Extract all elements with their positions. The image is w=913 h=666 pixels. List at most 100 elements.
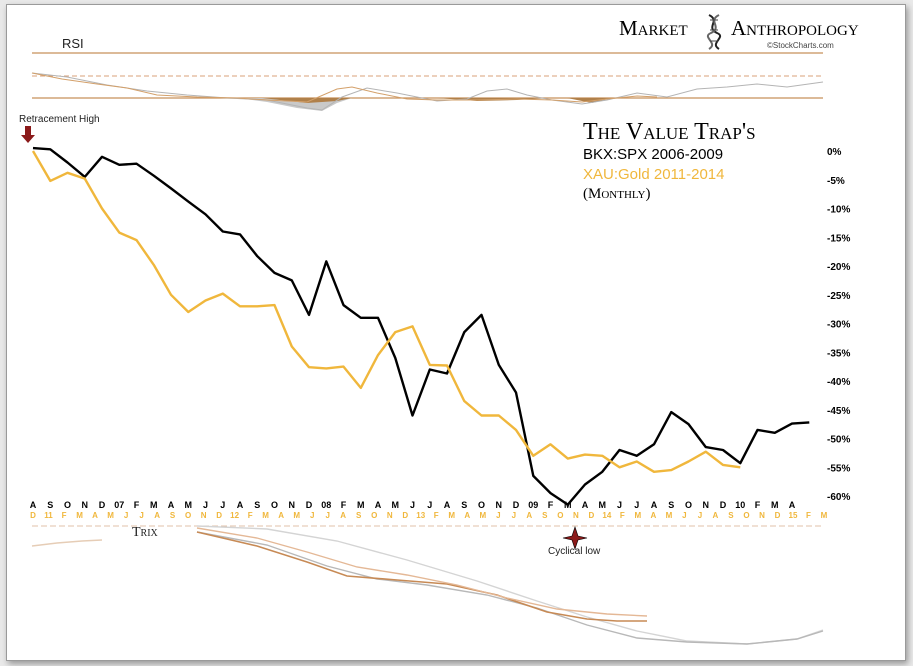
y-tick-label: -60% bbox=[827, 492, 850, 503]
x-tick-label-bottom: A bbox=[526, 511, 532, 520]
x-tick-label-top: S bbox=[47, 500, 53, 510]
x-tick-label-bottom: D bbox=[216, 511, 222, 520]
x-tick-label-bottom: J bbox=[682, 511, 686, 520]
x-tick-label-top: D bbox=[306, 500, 313, 510]
y-tick-label: -50% bbox=[827, 435, 850, 446]
x-tick-label-bottom: A bbox=[464, 511, 470, 520]
chart-title: The Value Trap's bbox=[583, 119, 756, 145]
x-tick-label-bottom: J bbox=[512, 511, 516, 520]
trix-left-line bbox=[31, 539, 103, 547]
x-tick-label-bottom: D bbox=[588, 511, 594, 520]
x-tick-label-bottom: M bbox=[666, 511, 673, 520]
x-tick-label-top: J bbox=[634, 500, 639, 510]
x-tick-label-top: S bbox=[461, 500, 467, 510]
x-axis-bottom-labels: D 11 F M A M J J A S O N D 12 F M A M J J A S O N D 13 F M A M J J A S O N D… bbox=[30, 511, 828, 520]
x-tick-label-bottom: F bbox=[806, 511, 811, 520]
x-tick-label-bottom: O bbox=[743, 511, 749, 520]
x-tick-label-top: D bbox=[513, 500, 520, 510]
x-tick-label-bottom: D bbox=[775, 511, 781, 520]
y-tick-label: -15% bbox=[827, 233, 850, 244]
rsi-label: RSI bbox=[62, 36, 84, 51]
x-tick-label-bottom: S bbox=[542, 511, 548, 520]
y-tick-label: 0% bbox=[827, 147, 842, 158]
x-tick-label-bottom: N bbox=[573, 511, 579, 520]
x-tick-label-bottom: O bbox=[371, 511, 377, 520]
x-tick-label-bottom: D bbox=[402, 511, 408, 520]
x-tick-label-bottom: N bbox=[387, 511, 393, 520]
rsi-bronze-line bbox=[31, 72, 658, 103]
x-tick-label-bottom: S bbox=[728, 511, 734, 520]
x-tick-label-top: M bbox=[392, 500, 400, 510]
cyclical-low-label: Cyclical low bbox=[548, 546, 601, 557]
x-tick-label-bottom: A bbox=[92, 511, 98, 520]
y-tick-label: -20% bbox=[827, 262, 850, 273]
x-tick-label-top: A bbox=[444, 500, 451, 510]
x-tick-label-bottom: A bbox=[713, 511, 719, 520]
x-tick-label-top: N bbox=[703, 500, 710, 510]
down-arrow-icon bbox=[21, 126, 35, 143]
retracement-marker: Retracement High bbox=[19, 114, 100, 143]
x-tick-label-top: N bbox=[496, 500, 503, 510]
x-axis-top-labels: A S O N D 07 F M A M J J A S O N D 08 F M A M J J A S O N D 09 F M A M J J A… bbox=[30, 500, 796, 510]
y-axis: 0% -5% -10% -15% -20% -25% -30% -35% -40% -45% -50… bbox=[827, 147, 850, 503]
x-tick-label-top: A bbox=[582, 500, 589, 510]
x-tick-label-top: A bbox=[168, 500, 175, 510]
dna-helix-icon bbox=[706, 14, 722, 50]
x-tick-label-bottom: M bbox=[821, 511, 828, 520]
x-tick-label-top: 07 bbox=[114, 500, 124, 510]
x-tick-label-top: D bbox=[720, 500, 727, 510]
x-tick-label-top: A bbox=[651, 500, 658, 510]
trix-panel: Trix Cyclical low bbox=[31, 525, 824, 645]
series-line-xau-gold bbox=[31, 150, 741, 473]
x-tick-label-top: 08 bbox=[321, 500, 331, 510]
brand-name-market: Market bbox=[619, 16, 688, 40]
x-tick-label-bottom: 14 bbox=[602, 511, 611, 520]
x-tick-label-top: D bbox=[99, 500, 106, 510]
x-tick-label-top: A bbox=[30, 500, 37, 510]
x-tick-label-bottom: A bbox=[340, 511, 346, 520]
x-tick-label-top: N bbox=[289, 500, 296, 510]
x-tick-label-top: O bbox=[685, 500, 692, 510]
x-tick-label-bottom: J bbox=[698, 511, 702, 520]
x-tick-label-top: O bbox=[478, 500, 485, 510]
x-tick-label-bottom: M bbox=[293, 511, 300, 520]
series-layer bbox=[31, 146, 810, 506]
trix-gray-dark bbox=[196, 531, 824, 645]
x-tick-label-top: A bbox=[375, 500, 382, 510]
brand-header: Market Anthropology ©StockCharts.com bbox=[619, 14, 859, 50]
x-tick-label-bottom: 12 bbox=[230, 511, 239, 520]
x-tick-label-bottom: M bbox=[107, 511, 114, 520]
x-tick-label-bottom: M bbox=[448, 511, 455, 520]
retracement-high-label: Retracement High bbox=[19, 114, 100, 125]
x-tick-label-top: M bbox=[771, 500, 779, 510]
y-tick-label: -25% bbox=[827, 291, 850, 302]
series-line-bkx-spx bbox=[32, 146, 810, 506]
x-tick-label-bottom: M bbox=[635, 511, 642, 520]
trix-bronze-dark bbox=[196, 531, 647, 622]
y-tick-label: -55% bbox=[827, 463, 850, 474]
x-tick-label-bottom: J bbox=[496, 511, 500, 520]
x-tick-label-bottom: N bbox=[759, 511, 765, 520]
x-tick-label-bottom: F bbox=[62, 511, 67, 520]
rsi-panel: RSI bbox=[31, 36, 824, 111]
x-tick-label-bottom: A bbox=[651, 511, 657, 520]
trix-label: Trix bbox=[132, 525, 159, 540]
x-tick-label-top: A bbox=[237, 500, 244, 510]
trix-bronze-light bbox=[196, 527, 648, 617]
chart-subtitle: (Monthly) bbox=[583, 186, 650, 202]
x-tick-label-bottom: M bbox=[76, 511, 83, 520]
brand-name-anthropology: Anthropology bbox=[731, 16, 859, 40]
x-tick-label-bottom: S bbox=[356, 511, 362, 520]
x-tick-label-top: 10 bbox=[735, 500, 745, 510]
y-tick-label: -5% bbox=[827, 176, 845, 187]
x-tick-label-bottom: O bbox=[185, 511, 191, 520]
x-tick-label-bottom: J bbox=[310, 511, 314, 520]
x-tick-label-top: O bbox=[271, 500, 278, 510]
x-tick-label-top: O bbox=[64, 500, 71, 510]
x-tick-label-top: A bbox=[789, 500, 796, 510]
x-tick-label-bottom: A bbox=[278, 511, 284, 520]
trix-gray-light bbox=[196, 525, 824, 645]
x-tick-label-top: M bbox=[150, 500, 158, 510]
x-tick-label-bottom: 15 bbox=[789, 511, 798, 520]
chart-canvas: Market Anthropology ©StockCharts.com RSI bbox=[19, 14, 859, 645]
